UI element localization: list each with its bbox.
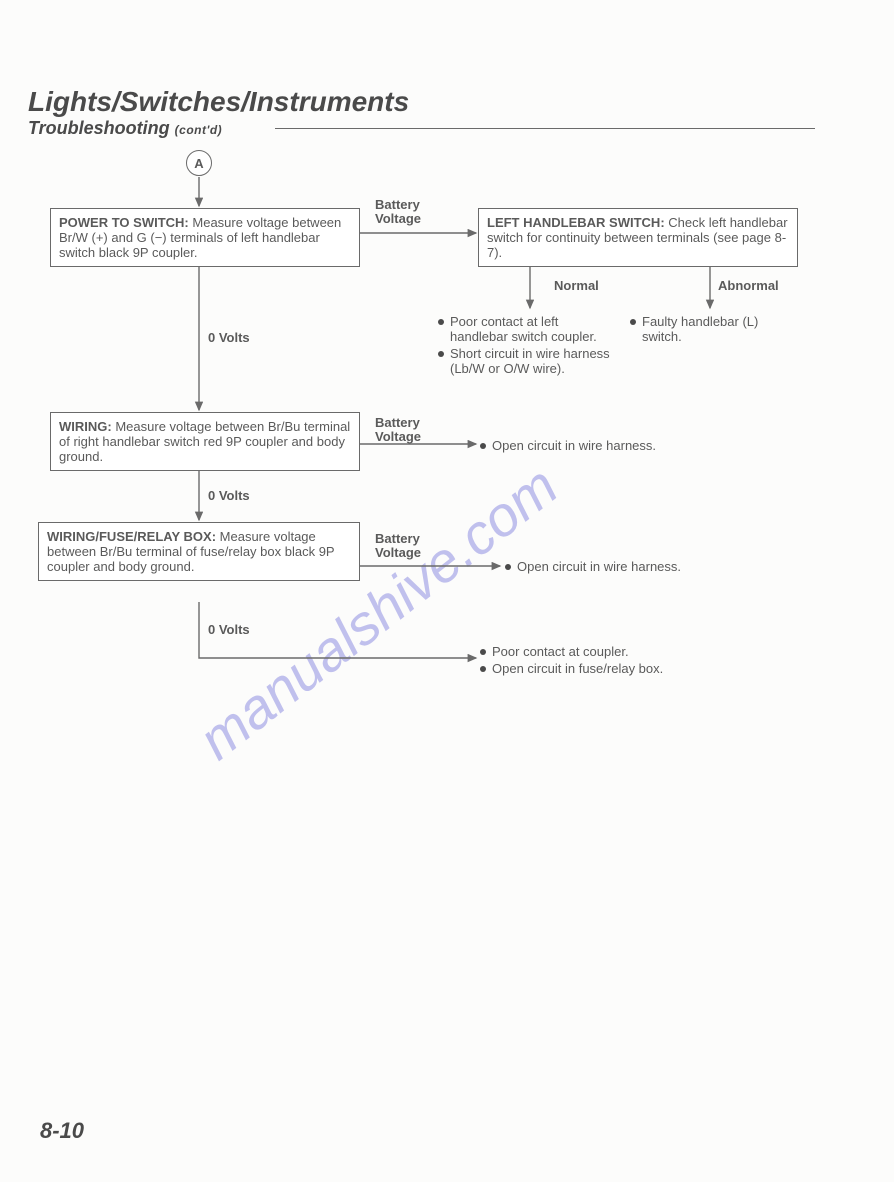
list-item: Open circuit in wire harness. [480,438,780,453]
bullet-icon [505,564,511,570]
bullet-icon [480,443,486,449]
bullet-icon [480,649,486,655]
box-power-to-switch: POWER TO SWITCH: Measure voltage between… [50,208,360,267]
list-item: Open circuit in wire harness. [505,559,805,574]
label-battery-voltage-2: Battery Voltage [375,416,445,445]
page-title: Lights/Switches/Instruments [28,86,409,118]
box-wiring: WIRING: Measure voltage between Br/Bu te… [50,412,360,471]
connector-a: A [186,150,212,176]
result-normal-0: Poor contact at left handlebar switch co… [450,314,618,344]
list-item: Poor contact at coupler. [480,644,800,659]
list-item: Open circuit in fuse/relay box. [480,661,800,676]
list-item: Faulty handlebar (L) switch. [630,314,800,344]
page-subtitle: Troubleshooting (cont'd) [28,118,222,139]
flow-arrows [0,0,894,1182]
contd-text: (cont'd) [175,123,223,137]
bullet-icon [438,319,444,325]
label-zero-volts-1: 0 Volts [208,330,250,345]
label-battery-voltage-1: Battery Voltage [375,198,445,227]
list-item: Poor contact at left handlebar switch co… [438,314,618,344]
result-wfr-zero: Poor contact at coupler. Open circuit in… [480,644,800,678]
list-item: Short circuit in wire harness (Lb/W or O… [438,346,618,376]
bullet-icon [480,666,486,672]
result-wfr-zero-0: Poor contact at coupler. [492,644,629,659]
result-abnormal: Faulty handlebar (L) switch. [630,314,800,346]
result-wiring-bv-0: Open circuit in wire harness. [492,438,656,453]
label-normal: Normal [554,278,599,293]
result-wfr-bv: Open circuit in wire harness. [505,559,805,576]
label-zero-volts-3: 0 Volts [208,622,250,637]
box-lh-title: LEFT HANDLEBAR SWITCH: [487,215,665,230]
label-abnormal: Abnormal [718,278,779,293]
subtitle-text: Troubleshooting [28,118,170,138]
bullet-icon [630,319,636,325]
result-abnormal-0: Faulty handlebar (L) switch. [642,314,800,344]
connector-a-label: A [194,156,203,171]
label-battery-voltage-3: Battery Voltage [375,532,445,561]
box-power-title: POWER TO SWITCH: [59,215,189,230]
result-normal: Poor contact at left handlebar switch co… [438,314,618,378]
box-wiring-fuse-relay: WIRING/FUSE/RELAY BOX: Measure voltage b… [38,522,360,581]
page: Lights/Switches/Instruments Troubleshoot… [0,0,894,1182]
box-wfr-title: WIRING/FUSE/RELAY BOX: [47,529,216,544]
label-zero-volts-2: 0 Volts [208,488,250,503]
box-wiring-title: WIRING: [59,419,112,434]
result-wfr-bv-0: Open circuit in wire harness. [517,559,681,574]
header-rule [275,128,815,129]
result-wfr-zero-1: Open circuit in fuse/relay box. [492,661,663,676]
box-left-handlebar: LEFT HANDLEBAR SWITCH: Check left handle… [478,208,798,267]
result-wiring-bv: Open circuit in wire harness. [480,438,780,455]
result-normal-1: Short circuit in wire harness (Lb/W or O… [450,346,618,376]
bullet-icon [438,351,444,357]
page-number: 8-10 [40,1118,84,1144]
